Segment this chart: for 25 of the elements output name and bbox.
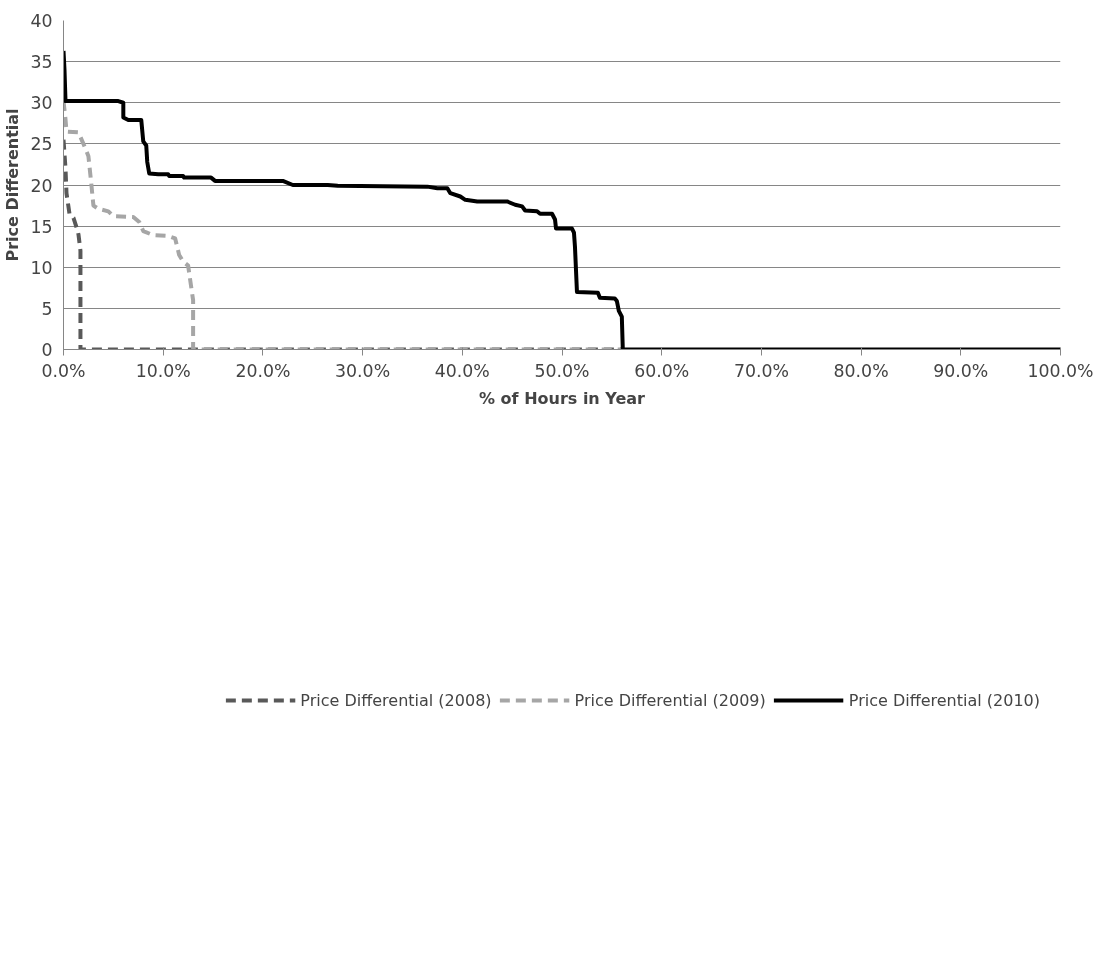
x-tick-label: 100.0% xyxy=(1027,360,1094,381)
x-tick-label: 50.0% xyxy=(534,360,590,381)
y-tick-label: 25 xyxy=(30,134,53,155)
x-tick-label: 80.0% xyxy=(833,360,889,381)
x-axis-title: % of Hours in Year xyxy=(479,388,646,408)
legend-label: Price Differential (2010) xyxy=(848,690,1040,710)
y-tick-label: 15 xyxy=(30,216,53,237)
legend-label: Price Differential (2008) xyxy=(300,690,492,710)
x-tick-label: 20.0% xyxy=(235,360,291,381)
x-tick-label: 30.0% xyxy=(335,360,391,381)
x-tick-label: 90.0% xyxy=(933,360,989,381)
y-tick-label: 40 xyxy=(30,11,53,31)
y-tick-label: 30 xyxy=(30,93,53,114)
x-tick-label: 0.0% xyxy=(41,360,86,381)
x-tick-label: 10.0% xyxy=(135,360,191,381)
legend-label: Price Differential (2009) xyxy=(574,690,766,710)
y-tick-label: 20 xyxy=(30,175,53,196)
y-tick-label: 5 xyxy=(41,298,53,319)
y-tick-label: 10 xyxy=(30,257,53,278)
x-tick-label: 60.0% xyxy=(634,360,690,381)
y-tick-label: 0 xyxy=(41,340,53,360)
y-axis-title: Price Differential xyxy=(3,108,23,262)
y-tick-label: 35 xyxy=(30,52,53,73)
x-tick-label: 40.0% xyxy=(434,360,490,381)
x-tick-label: 70.0% xyxy=(733,360,789,381)
